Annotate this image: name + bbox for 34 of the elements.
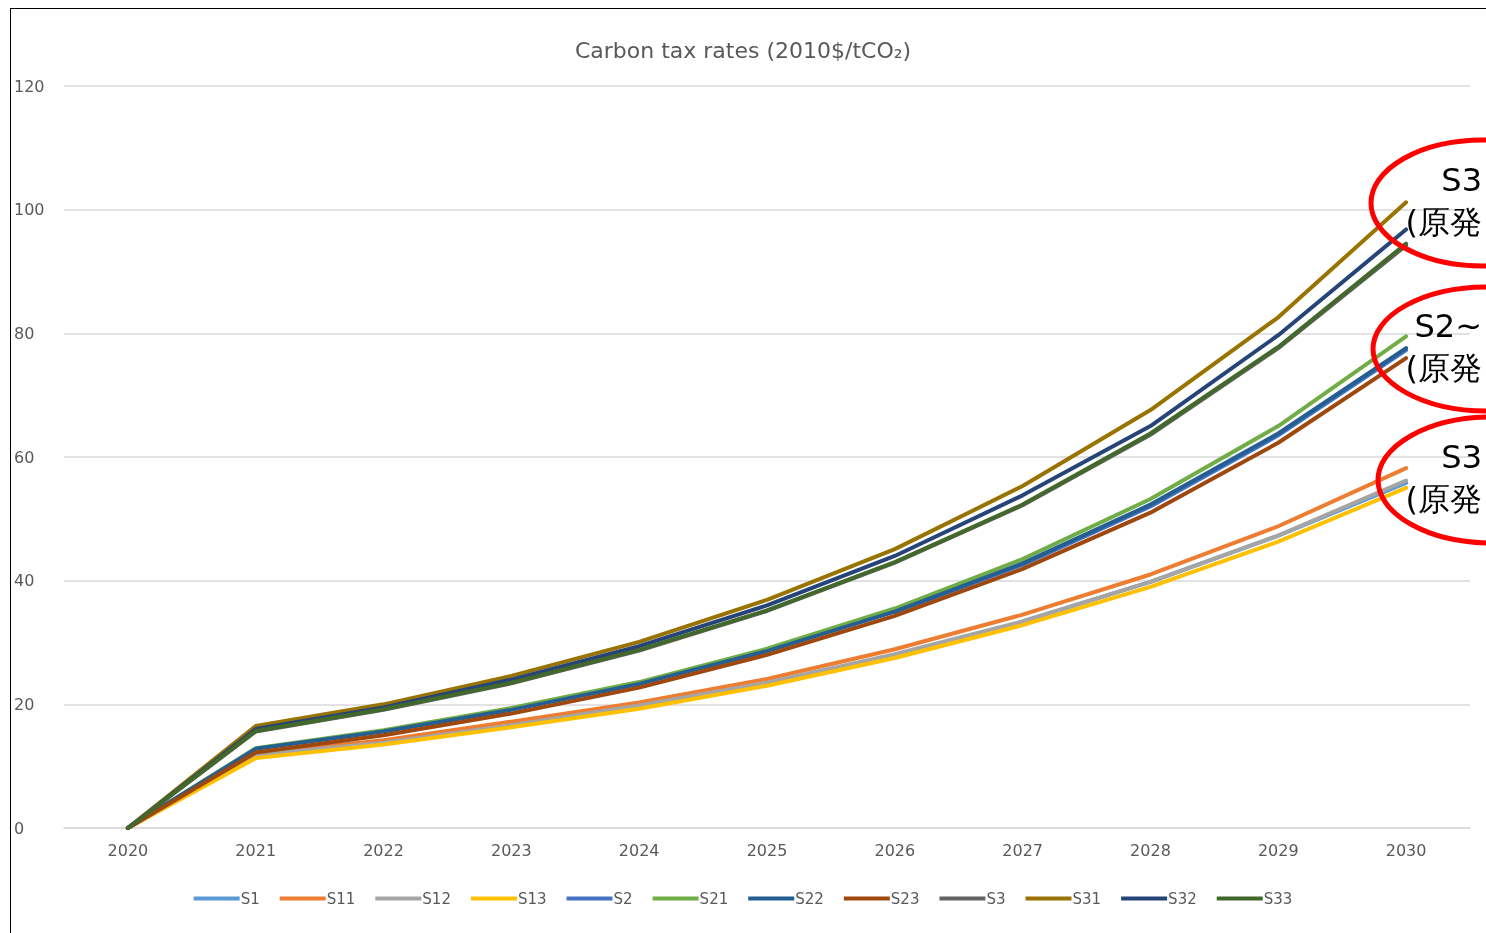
annotation: S3 (原発 <box>1405 437 1482 520</box>
x-tick-label: 2025 <box>746 840 788 860</box>
chart-title: Carbon tax rates (2010$/tCO₂) <box>574 37 912 63</box>
legend-label: S22 <box>795 889 824 908</box>
y-tick-label: 60 <box>14 447 35 467</box>
y-tick-label: 0 <box>14 818 25 838</box>
legend-label: S21 <box>699 889 729 908</box>
x-tick-label: 2028 <box>1130 840 1171 860</box>
legend-label: S12 <box>422 889 451 908</box>
legend-label: S11 <box>326 889 356 908</box>
y-tick-label: 100 <box>14 200 45 220</box>
annotation: S2~ (原発 <box>1405 306 1482 389</box>
legend-label: S32 <box>1168 889 1197 908</box>
y-tick-label: 80 <box>14 323 35 343</box>
annotation: S3 (原発 <box>1405 160 1482 243</box>
legend-label: S31 <box>1072 889 1102 908</box>
y-tick-label: 40 <box>14 571 35 591</box>
legend-label: S13 <box>517 889 547 908</box>
legend-label: S3 <box>986 889 1006 908</box>
legend-label: S33 <box>1263 889 1293 908</box>
y-tick-label: 20 <box>14 694 35 714</box>
x-tick-label: 2024 <box>618 840 660 860</box>
x-tick-label: 2021 <box>235 840 277 860</box>
legend-label: S1 <box>240 889 260 908</box>
x-tick-label: 2029 <box>1257 840 1299 860</box>
legend-label: S2 <box>613 889 633 908</box>
x-tick-label: 2026 <box>874 840 916 860</box>
legend-label: S23 <box>890 889 920 908</box>
y-tick-label: 120 <box>14 76 45 96</box>
x-tick-label: 2020 <box>107 840 149 860</box>
x-tick-label: 2022 <box>363 840 404 860</box>
x-tick-label: 2027 <box>1002 840 1043 860</box>
x-tick-label: 2030 <box>1385 840 1427 860</box>
x-tick-label: 2023 <box>491 840 532 860</box>
